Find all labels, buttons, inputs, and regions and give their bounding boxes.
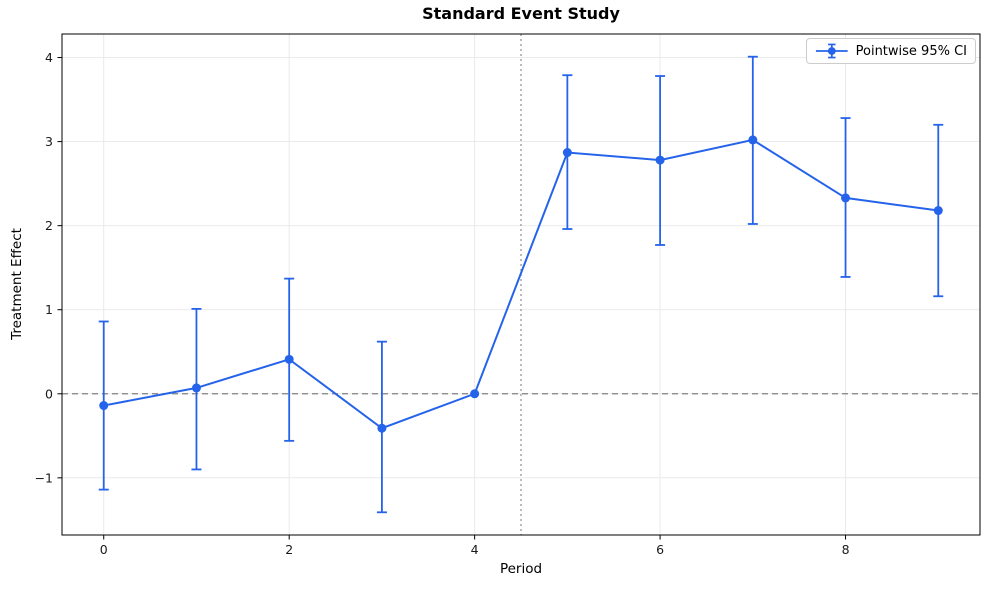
svg-text:2: 2 <box>285 542 293 557</box>
svg-text:8: 8 <box>842 542 850 557</box>
errorbar-marker-icon <box>815 43 848 59</box>
svg-text:4: 4 <box>45 50 53 65</box>
svg-text:−1: −1 <box>35 470 53 485</box>
svg-text:0: 0 <box>45 386 53 401</box>
svg-text:1: 1 <box>45 302 53 317</box>
svg-text:4: 4 <box>471 542 479 557</box>
svg-text:0: 0 <box>100 542 108 557</box>
svg-text:2: 2 <box>45 218 53 233</box>
legend-label: Pointwise 95% CI <box>855 43 967 59</box>
y-axis-label: Treatment Effect <box>9 228 25 340</box>
x-axis-label: Period <box>499 561 543 577</box>
svg-text:6: 6 <box>656 542 664 557</box>
legend: Pointwise 95% CI <box>806 38 976 64</box>
chart-title: Standard Event Study <box>422 4 620 23</box>
svg-text:3: 3 <box>45 134 53 149</box>
